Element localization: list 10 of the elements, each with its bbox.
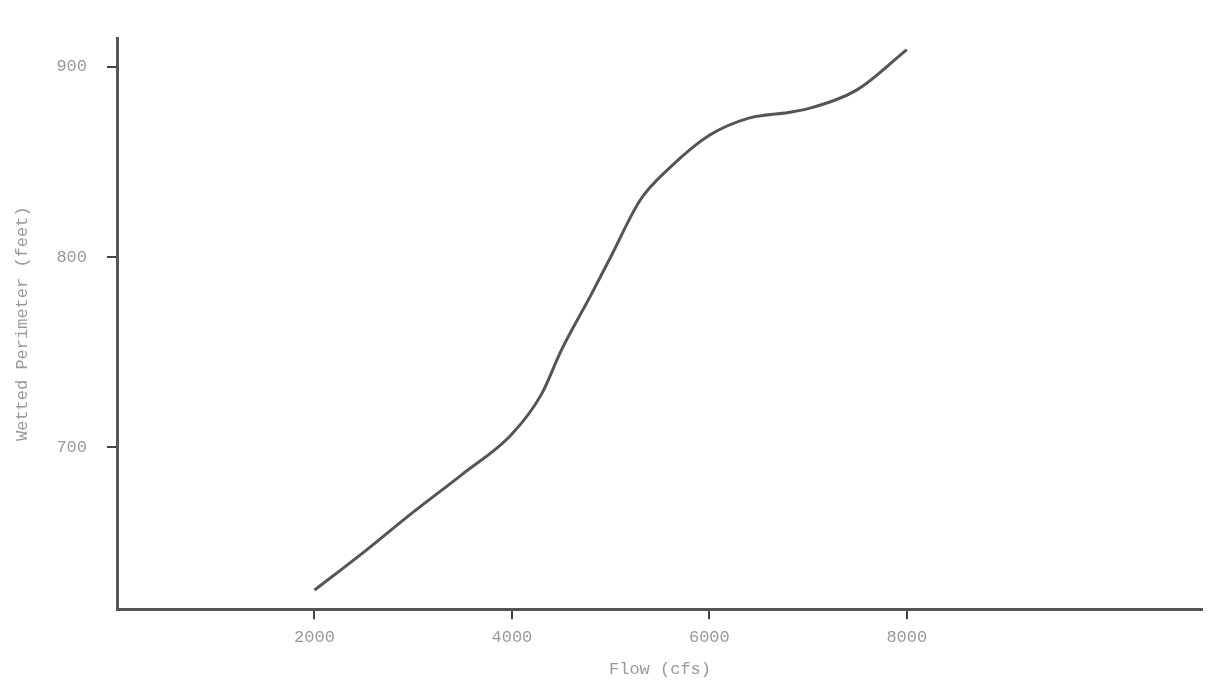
y-tick-label: 900: [56, 57, 87, 77]
x-tick-label: 2000: [294, 627, 335, 647]
line-series: [312, 48, 909, 592]
y-axis-title: Wetted Perimeter (feet): [12, 206, 32, 442]
y-tick-label: 700: [56, 437, 87, 457]
x-tick-label: 4000: [491, 627, 533, 647]
y-tick-label: 800: [56, 247, 87, 267]
x-axis-title: Flow (cfs): [608, 660, 712, 680]
x-tick-label: 8000: [886, 627, 928, 647]
x-tick-label: 6000: [688, 627, 730, 647]
